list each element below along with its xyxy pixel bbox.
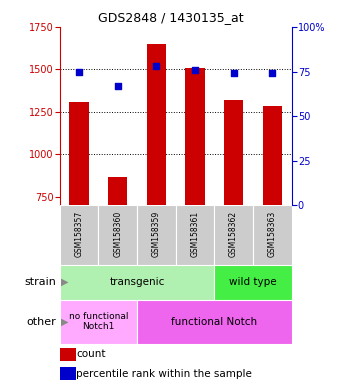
Text: GSM158359: GSM158359: [152, 211, 161, 257]
Text: ▶: ▶: [61, 277, 69, 287]
Point: [231, 70, 236, 76]
Point: [269, 70, 275, 76]
Text: wild type: wild type: [229, 277, 277, 287]
Bar: [253, 205, 292, 265]
Text: GSM158362: GSM158362: [229, 211, 238, 257]
Point: [153, 63, 159, 69]
Bar: [108, 177, 127, 205]
Text: transgenic: transgenic: [109, 277, 165, 287]
Text: no functional
Notch1: no functional Notch1: [69, 312, 128, 331]
Bar: [60, 300, 137, 344]
Bar: [224, 100, 243, 205]
Text: percentile rank within the sample: percentile rank within the sample: [76, 369, 252, 379]
Text: functional Notch: functional Notch: [171, 316, 257, 327]
Bar: [60, 205, 98, 265]
Bar: [98, 205, 137, 265]
Bar: [137, 205, 176, 265]
Bar: [214, 205, 253, 265]
Bar: [60, 367, 76, 380]
Bar: [214, 265, 292, 300]
Text: GSM158361: GSM158361: [190, 211, 199, 257]
Text: GDS2848 / 1430135_at: GDS2848 / 1430135_at: [98, 11, 243, 24]
Bar: [147, 44, 166, 205]
Text: other: other: [27, 316, 56, 327]
Point: [115, 83, 120, 89]
Bar: [60, 265, 214, 300]
Bar: [263, 106, 282, 205]
Bar: [137, 300, 292, 344]
Text: GSM158363: GSM158363: [268, 211, 277, 257]
Bar: [176, 205, 214, 265]
Bar: [185, 68, 205, 205]
Text: GSM158357: GSM158357: [74, 211, 84, 257]
Point: [192, 67, 198, 73]
Text: count: count: [76, 349, 105, 359]
Text: GSM158360: GSM158360: [113, 211, 122, 257]
Point: [76, 68, 82, 74]
Text: ▶: ▶: [61, 316, 69, 327]
Bar: [69, 102, 89, 205]
Text: strain: strain: [25, 277, 56, 287]
Bar: [60, 348, 76, 361]
